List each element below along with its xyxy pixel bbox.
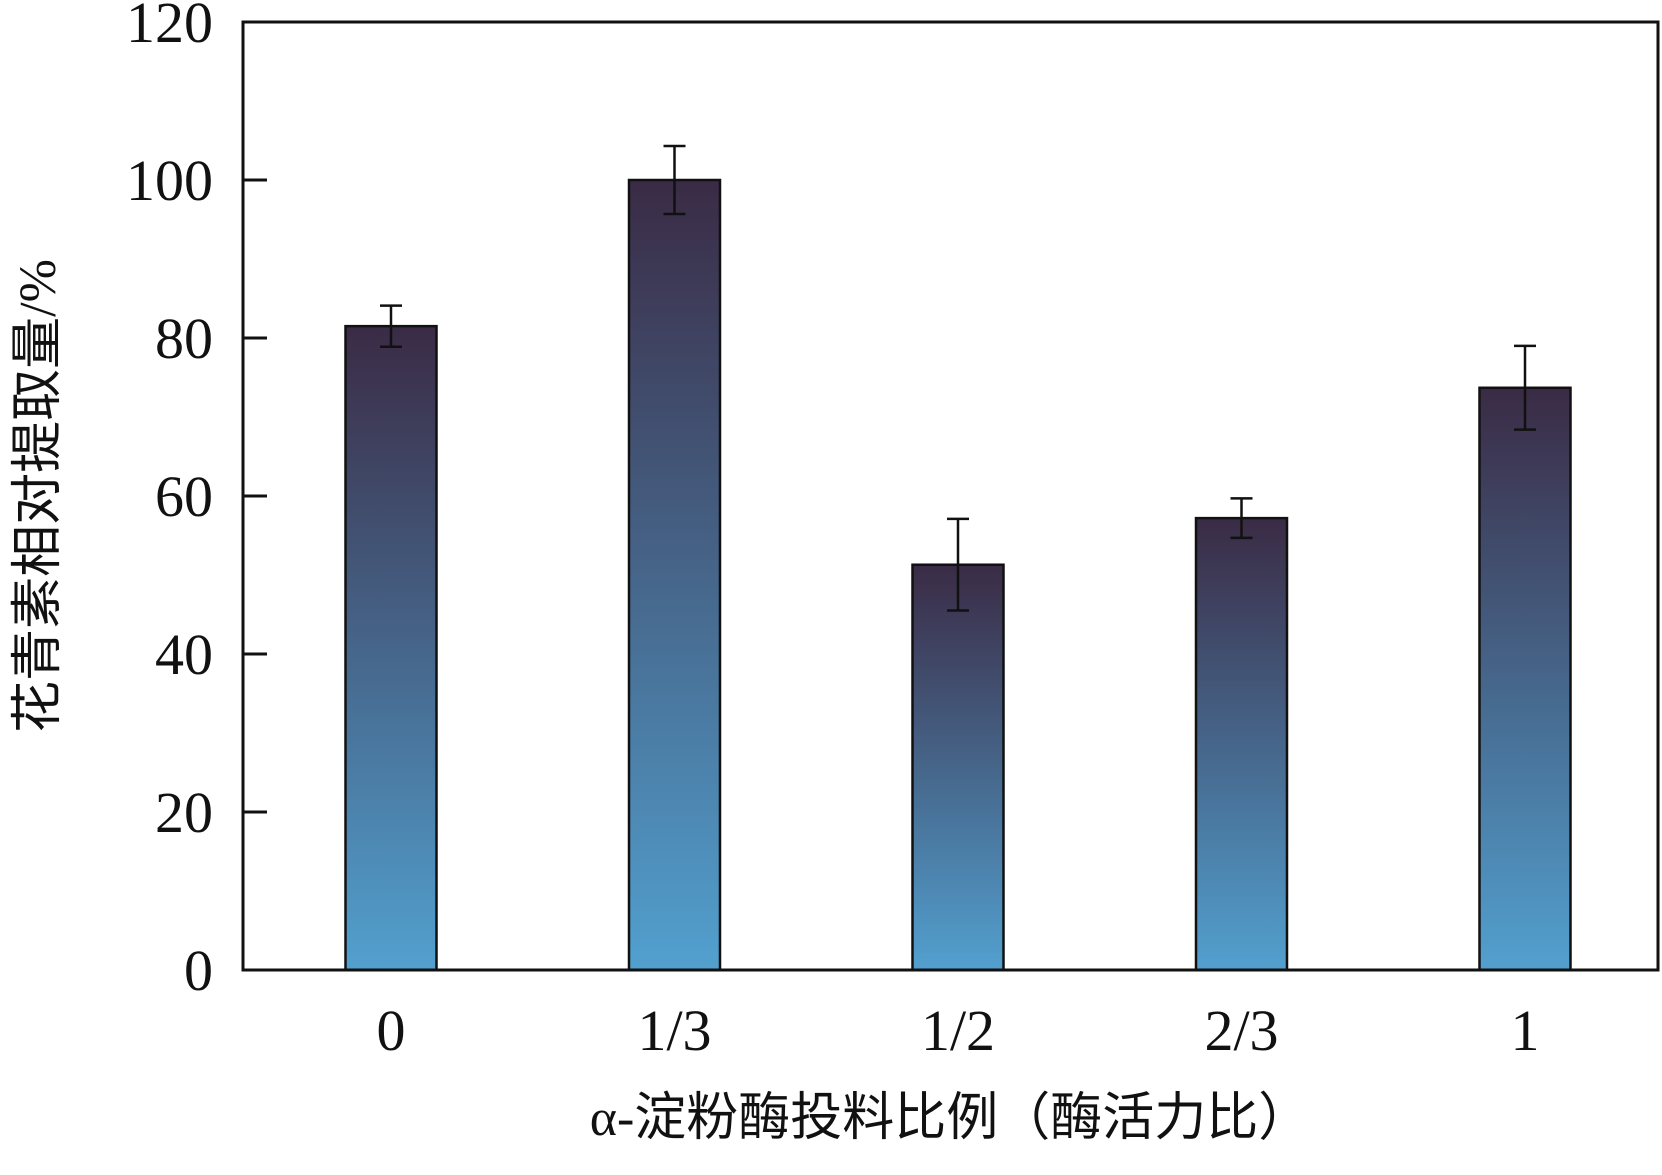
y-tick-label-6: 120 [126, 0, 213, 55]
x-tick-label-2: 1/2 [921, 998, 995, 1063]
x-axis-ticks: 0 1/3 1/2 2/3 1 [377, 998, 1540, 1063]
x-tick-label-4: 1 [1511, 998, 1540, 1063]
x-tick-label-0: 0 [377, 998, 406, 1063]
error-bar-3 [1230, 497, 1253, 540]
y-tick-label-0: 0 [184, 938, 213, 1003]
error-bar-0 [380, 304, 402, 348]
y-tick-label-5: 100 [126, 148, 213, 213]
y-tick-label-4: 80 [155, 306, 213, 371]
error-bar-4 [1514, 344, 1536, 431]
error-bar-2 [947, 517, 969, 612]
bar-3 [1194, 516, 1289, 972]
x-tick-label-1: 1/3 [637, 998, 711, 1063]
bar-0 [344, 324, 438, 972]
y-tick-label-3: 60 [155, 464, 213, 529]
bar-4 [1478, 386, 1572, 972]
bar-1 [627, 178, 722, 972]
y-axis-title: 花青素相对提取量/% [10, 259, 67, 733]
x-axis-title: α-淀粉酶投料比例（酶活力比） [590, 1090, 1311, 1147]
error-bar-1 [663, 144, 686, 216]
x-tick-label-3: 2/3 [1204, 998, 1278, 1063]
y-axis-ticks: 0 20 40 60 80 100 120 [126, 0, 267, 1003]
bar-2 [911, 563, 1005, 972]
error-bars-layer [380, 144, 1536, 612]
y-tick-label-1: 20 [155, 780, 213, 845]
y-tick-label-2: 40 [155, 622, 213, 687]
